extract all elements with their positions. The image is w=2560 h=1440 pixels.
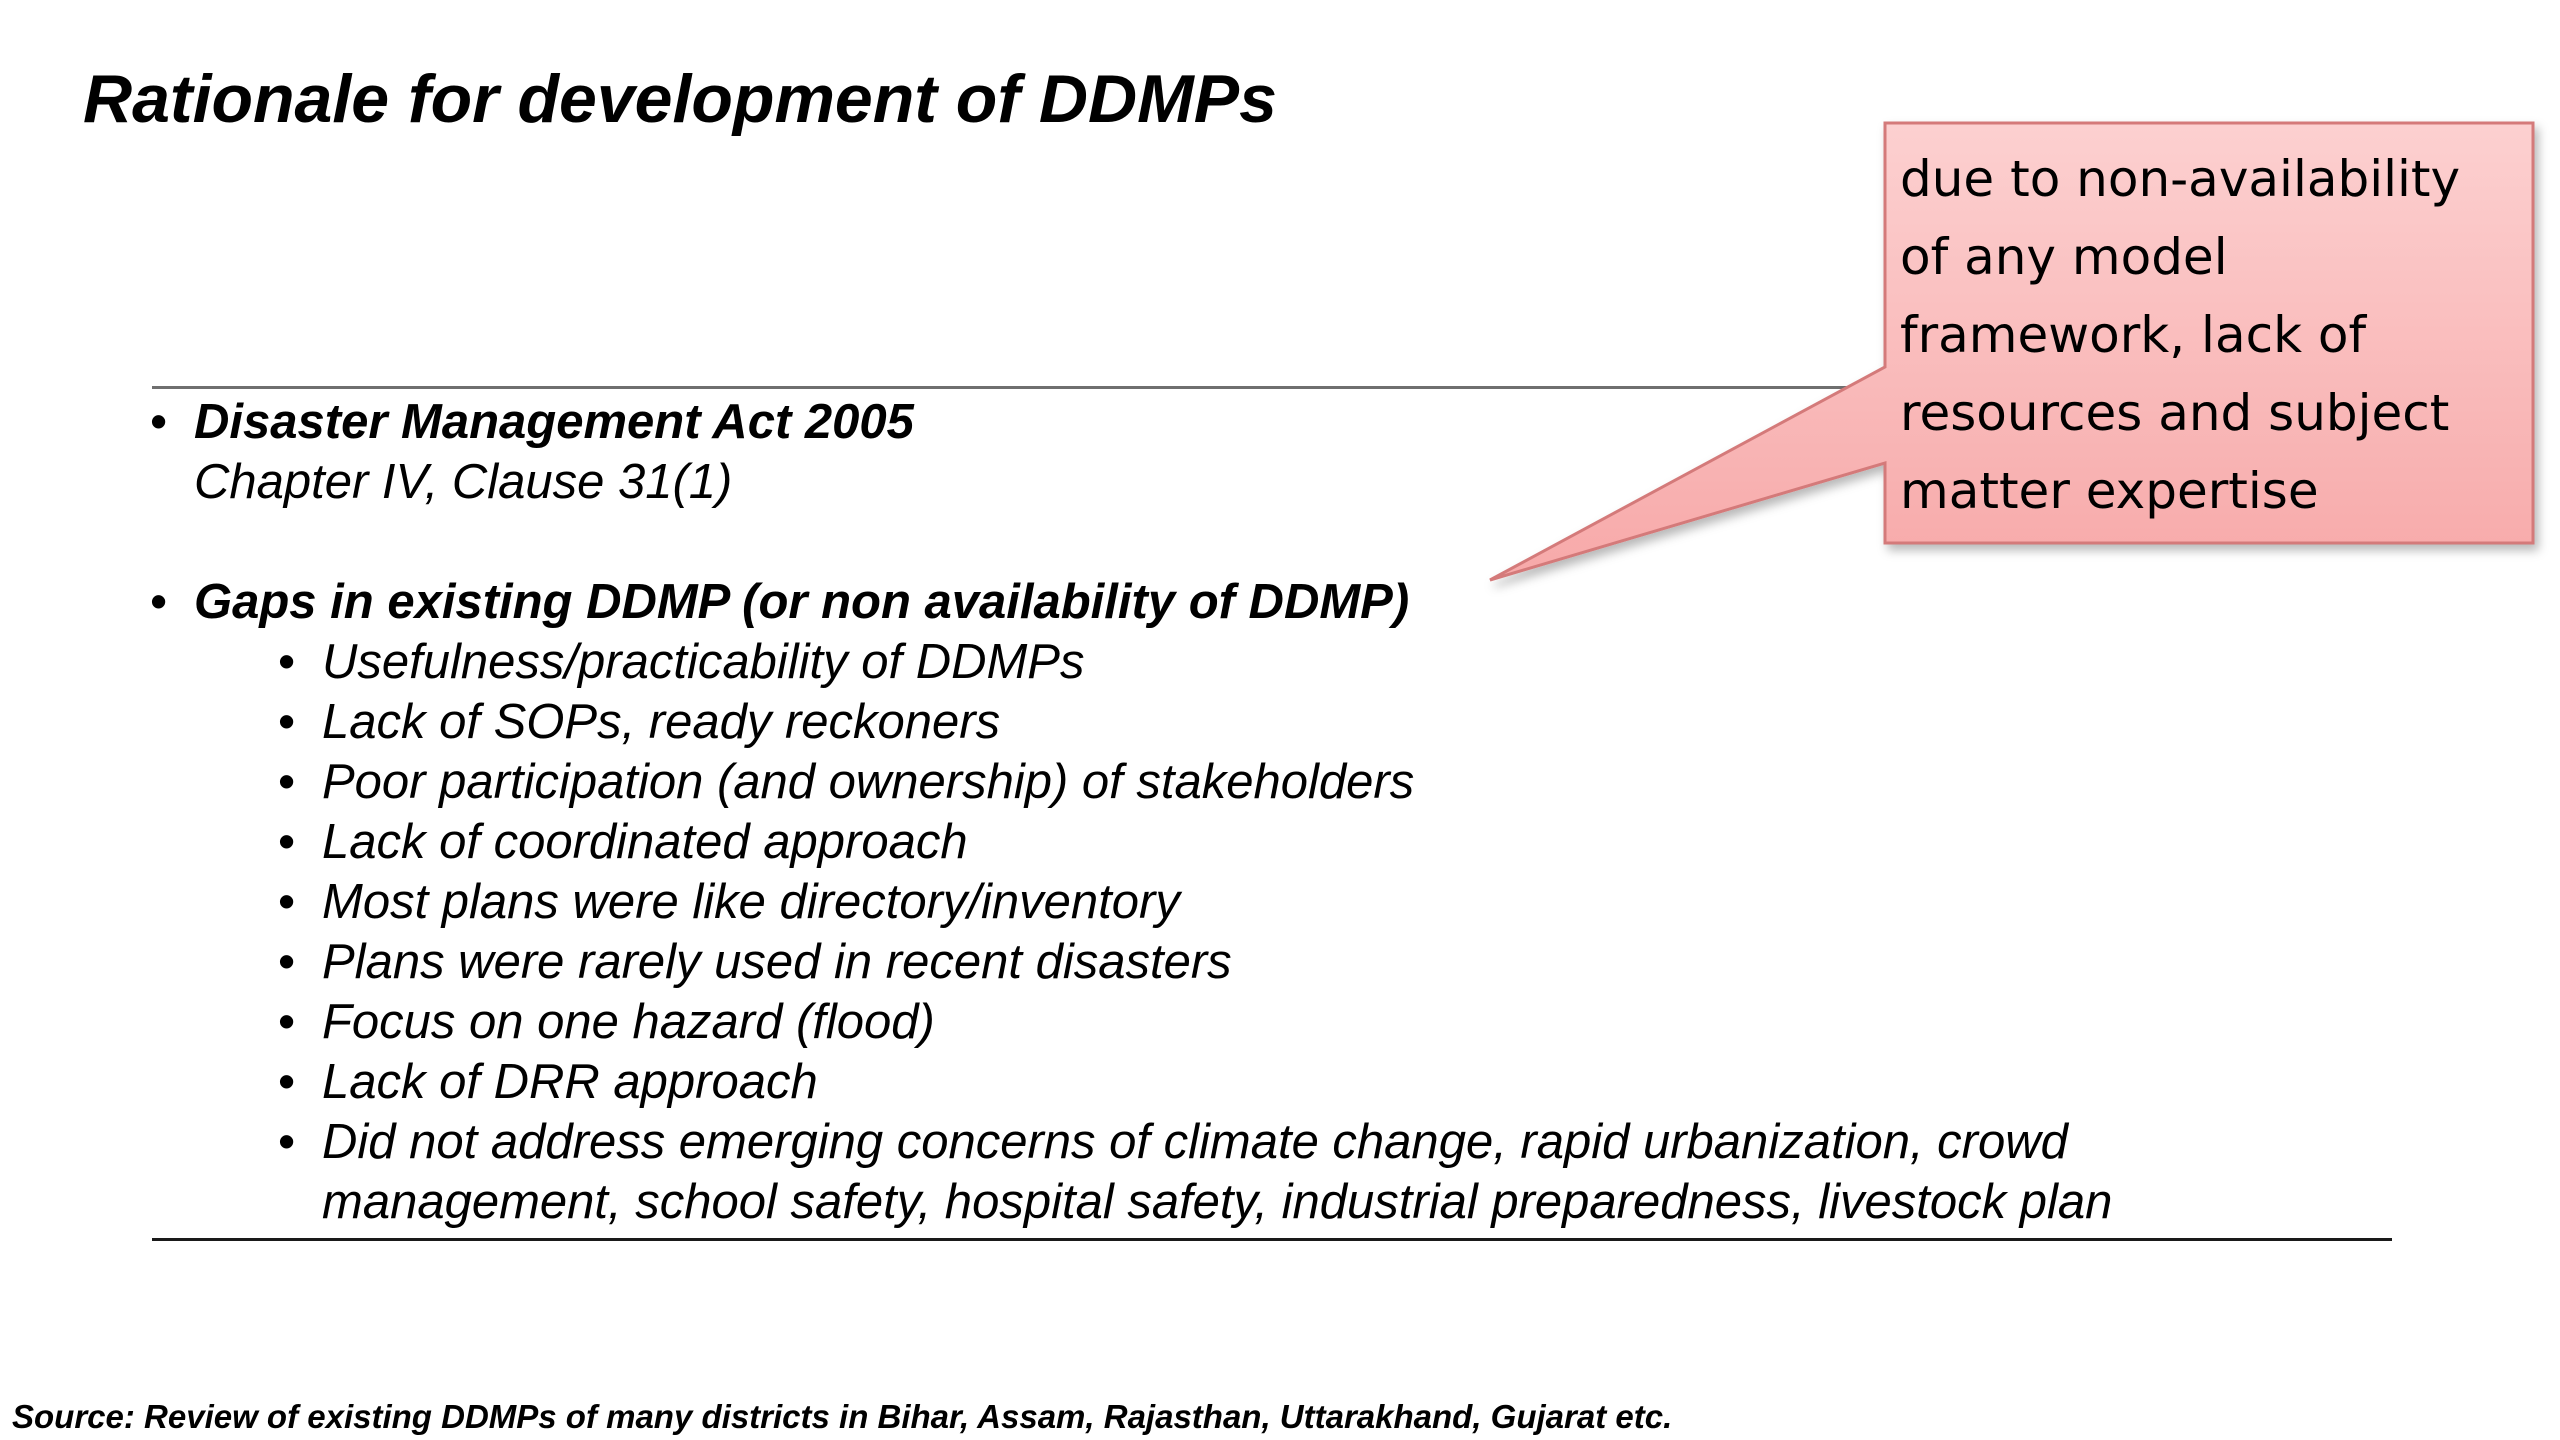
list-item-text: Plans were rarely used in recent disaste…	[322, 935, 1232, 989]
bullet-icon: •	[278, 995, 296, 1049]
bullet-icon: •	[150, 395, 168, 449]
bullet-icon: •	[278, 815, 296, 869]
gaps-heading: Gaps in existing DDMP (or non availabili…	[194, 575, 1410, 629]
list-item-text: Lack of DRR approach	[322, 1055, 818, 1109]
bullet-icon: •	[278, 935, 296, 989]
bullet-icon: •	[150, 575, 168, 629]
list-item-text: Did not address emerging concerns of cli…	[322, 1115, 2113, 1229]
callout-text: due to non-availability of any model fra…	[1900, 150, 2461, 520]
slide-content: • Disaster Management Act 2005 Chapter I…	[150, 392, 2410, 1232]
list-item: • Usefulness/practicability of DDMPs	[278, 632, 2410, 692]
list-item: • Lack of coordinated approach	[278, 812, 2410, 872]
list-item: • Poor participation (and ownership) of …	[278, 752, 2410, 812]
bullet-icon: •	[278, 875, 296, 929]
list-item-gaps: • Gaps in existing DDMP (or non availabi…	[150, 572, 2410, 632]
gaps-sublist: • Usefulness/practicability of DDMPs • L…	[150, 632, 2410, 1232]
act-heading: Disaster Management Act 2005	[194, 395, 914, 449]
list-item-text: Lack of coordinated approach	[322, 815, 968, 869]
list-item: • Most plans were like directory/invento…	[278, 872, 2410, 932]
list-item-text: Poor participation (and ownership) of st…	[322, 755, 1415, 809]
bullet-icon: •	[278, 755, 296, 809]
bullet-icon: •	[278, 1055, 296, 1109]
list-item: • Did not address emerging concerns of c…	[278, 1112, 2312, 1232]
list-item-text: Focus on one hazard (flood)	[322, 995, 935, 1049]
list-item-act: • Disaster Management Act 2005 Chapter I…	[150, 392, 2410, 512]
bullet-icon: •	[278, 1115, 296, 1169]
top-divider	[152, 386, 1852, 389]
source-note: Source: Review of existing DDMPs of many…	[12, 1398, 1673, 1435]
slide-title: Rationale for development of DDMPs	[83, 61, 1277, 137]
list-item-text: Usefulness/practicability of DDMPs	[322, 635, 1085, 689]
list-item-text: Lack of SOPs, ready reckoners	[322, 695, 1001, 749]
list-item-text: Most plans were like directory/inventory	[322, 875, 1180, 929]
bullet-icon: •	[278, 635, 296, 689]
list-item: • Focus on one hazard (flood)	[278, 992, 2410, 1052]
list-item: • Lack of SOPs, ready reckoners	[278, 692, 2410, 752]
act-subtext: Chapter IV, Clause 31(1)	[194, 455, 733, 509]
bottom-divider	[152, 1238, 2392, 1241]
bullet-icon: •	[278, 695, 296, 749]
list-item: • Plans were rarely used in recent disas…	[278, 932, 2410, 992]
list-item: • Lack of DRR approach	[278, 1052, 2410, 1112]
